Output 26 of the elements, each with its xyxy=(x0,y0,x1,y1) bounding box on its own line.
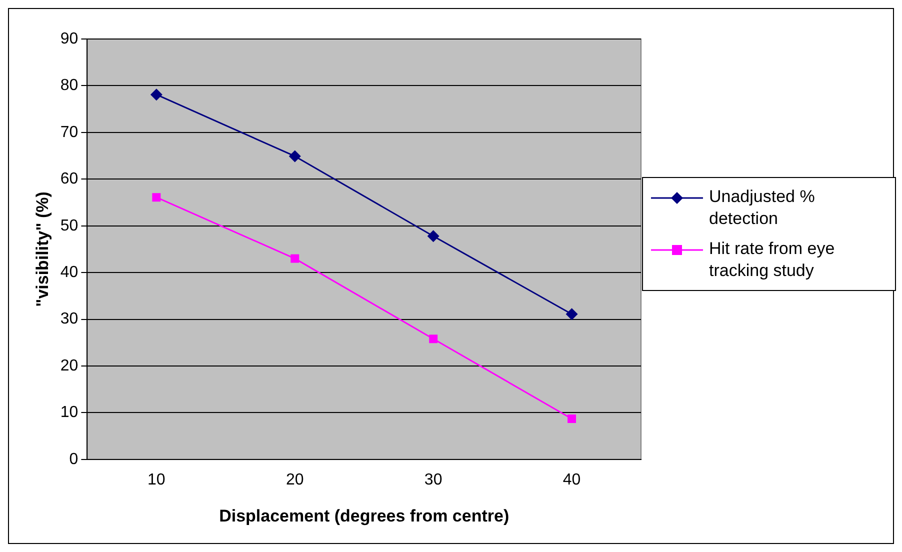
x-tick-label: 40 xyxy=(562,471,581,488)
x-tick-label: 10 xyxy=(148,471,166,488)
y-tick-label: 50 xyxy=(60,217,78,234)
y-tick-label: 0 xyxy=(69,450,78,468)
point xyxy=(568,414,576,424)
point xyxy=(427,230,440,242)
point xyxy=(290,254,300,263)
x-tick-label: 20 xyxy=(286,471,304,488)
x-tick-label: 30 xyxy=(424,471,442,488)
y-tick-label: 30 xyxy=(60,310,78,328)
legend-label: Hit rate from eye tracking study xyxy=(709,238,836,282)
point xyxy=(288,150,301,162)
point xyxy=(429,334,438,344)
y-tick-label: 10 xyxy=(60,404,78,422)
x-axis-title: Displacement (degrees from centre) xyxy=(219,506,510,526)
y-tick-label: 40 xyxy=(60,264,78,281)
y-tick-label: 90 xyxy=(60,30,78,48)
legend-label: Unadjusted % detection xyxy=(709,186,816,230)
y-tick-label: 60 xyxy=(60,170,78,188)
point xyxy=(150,88,162,101)
y-tick-label: 80 xyxy=(60,77,78,94)
point xyxy=(152,193,161,202)
y-axis-title: "visibility" (%) xyxy=(32,192,52,307)
y-tick-label: 70 xyxy=(60,124,78,141)
y-tick-label: 20 xyxy=(60,357,78,374)
point xyxy=(566,308,578,320)
